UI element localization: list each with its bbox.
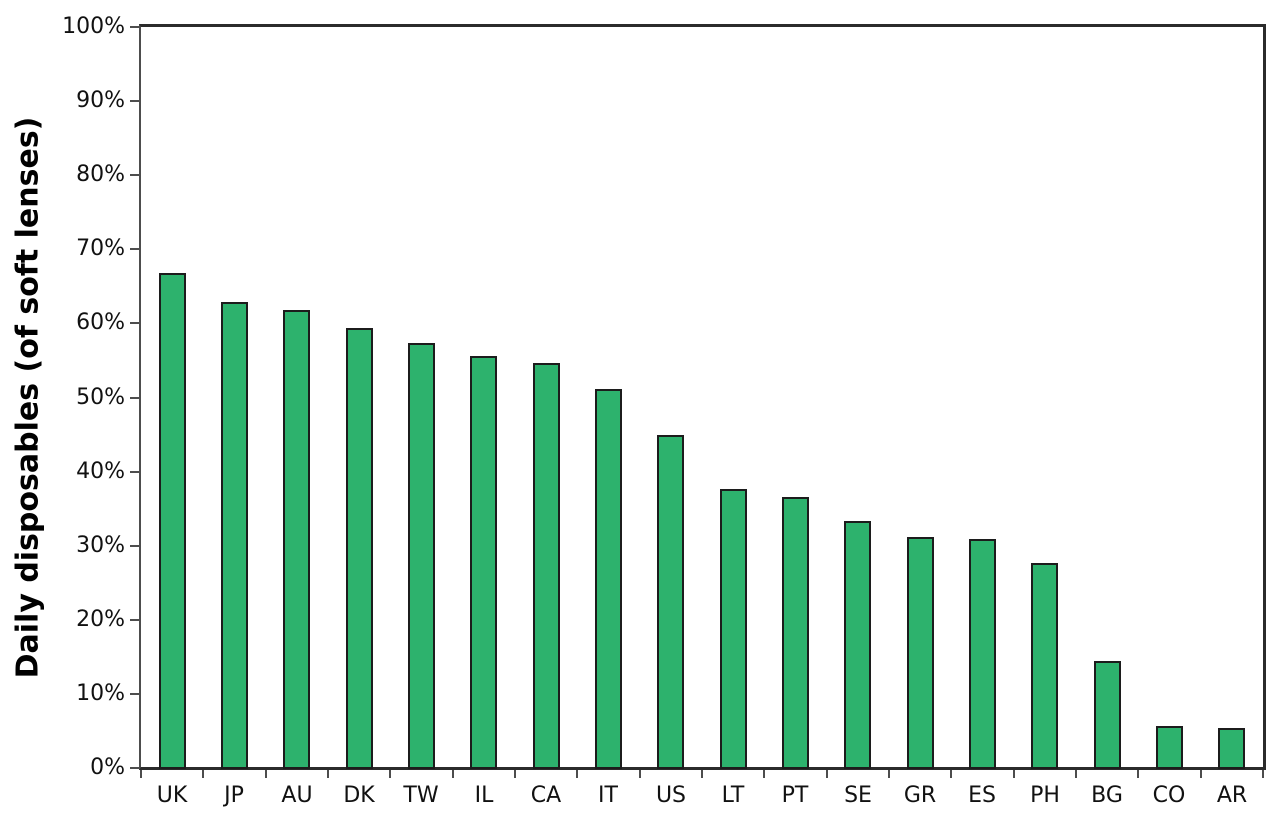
x-axis-tick: [825, 770, 828, 778]
y-tick-label: 100%: [62, 14, 125, 39]
y-axis-tick: [130, 692, 140, 695]
x-axis-tick: [514, 770, 516, 778]
x-axis-tick: [264, 770, 267, 778]
bar-bg: [1094, 661, 1121, 769]
x-axis-tick: [451, 770, 454, 778]
x-axis-tick: [1199, 770, 1202, 778]
x-tick-label-lt: LT: [721, 783, 745, 808]
bar-gr: [907, 537, 934, 769]
x-tick-label-uk: UK: [156, 783, 188, 808]
y-axis-tick: [130, 544, 140, 547]
y-tick-label: 20%: [76, 606, 125, 632]
x-tick-label-il: IL: [474, 783, 494, 808]
x-tick-label-gr: GR: [903, 783, 937, 808]
bar-jp: [221, 302, 248, 769]
y-axis-tick: [130, 396, 140, 399]
x-axis-tick: [576, 770, 579, 778]
bar-ca: [533, 363, 560, 769]
bar-il: [470, 356, 497, 769]
y-tick-label: 70%: [76, 236, 125, 262]
y-axis-tick: [130, 248, 140, 251]
y-tick-label: 90%: [76, 88, 125, 114]
x-axis-tick: [888, 770, 890, 778]
y-axis-tick: [130, 767, 140, 769]
bar-co: [1156, 726, 1183, 769]
bar-lt: [720, 489, 747, 769]
bar-ph: [1031, 563, 1058, 769]
x-axis-tick: [950, 770, 953, 778]
x-tick-label-tw: TW: [403, 783, 439, 808]
y-tick-label: 0%: [90, 755, 125, 780]
bar-ar: [1218, 728, 1245, 769]
x-tick-label-dk: DK: [343, 783, 375, 808]
x-axis-tick: [1012, 770, 1015, 778]
bar-uk: [159, 273, 186, 769]
x-tick-label-it: IT: [598, 783, 618, 808]
bar-it: [595, 389, 622, 769]
bar-us: [657, 435, 684, 769]
y-axis-tick: [130, 174, 140, 177]
bar-es: [969, 539, 996, 769]
y-tick-label: 80%: [76, 162, 125, 188]
x-tick-label-pt: PT: [781, 783, 809, 808]
x-tick-label-es: ES: [968, 783, 996, 808]
x-axis-tick: [327, 770, 329, 778]
x-axis-tick: [1262, 770, 1264, 778]
y-tick-label: 30%: [76, 532, 125, 558]
x-axis-tick: [701, 770, 703, 778]
y-tick-label: 50%: [76, 384, 125, 410]
y-tick-label: 10%: [76, 680, 125, 706]
x-tick-label-au: AU: [281, 783, 313, 808]
y-tick-label: 40%: [76, 458, 125, 484]
y-axis-tick: [130, 618, 140, 621]
x-axis-tick: [1137, 770, 1140, 778]
y-axis-tick: [130, 100, 140, 103]
y-tick-label: 60%: [76, 310, 125, 336]
bar-pt: [782, 497, 809, 769]
x-tick-label-ca: CA: [530, 783, 562, 808]
y-axis-tick: [130, 470, 140, 473]
x-axis-tick: [638, 770, 641, 778]
x-tick-label-jp: JP: [224, 783, 244, 808]
y-axis-tick: [130, 26, 140, 28]
x-tick-label-ph: PH: [1030, 783, 1060, 808]
x-axis-tick: [763, 770, 766, 778]
bar-tw: [408, 343, 435, 769]
y-axis-tick: [130, 322, 140, 325]
bar-dk: [346, 328, 373, 769]
x-axis-tick: [1075, 770, 1077, 778]
x-axis-tick: [140, 770, 142, 778]
x-tick-label-se: SE: [844, 783, 872, 808]
x-axis-tick: [202, 770, 205, 778]
x-axis-tick: [389, 770, 392, 778]
x-tick-label-ar: AR: [1216, 783, 1248, 808]
x-tick-label-us: US: [655, 783, 687, 808]
bar-se: [844, 521, 871, 769]
x-tick-label-co: CO: [1152, 783, 1186, 808]
x-tick-label-bg: BG: [1091, 783, 1123, 808]
plot-area-frame: [139, 24, 1266, 770]
bar-au: [283, 310, 310, 769]
